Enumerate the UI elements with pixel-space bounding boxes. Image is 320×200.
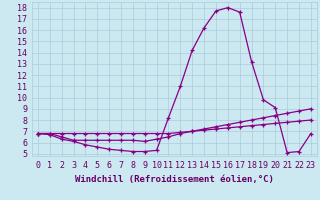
X-axis label: Windchill (Refroidissement éolien,°C): Windchill (Refroidissement éolien,°C) (75, 175, 274, 184)
